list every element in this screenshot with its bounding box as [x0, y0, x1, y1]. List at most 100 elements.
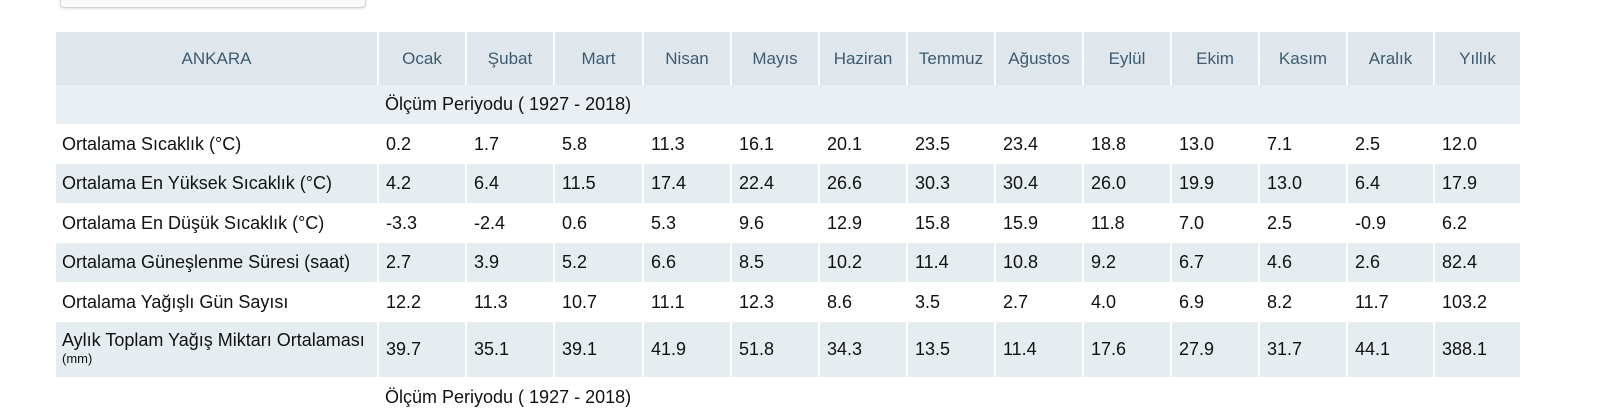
table-row: Ortalama Yağışlı Gün Sayısı 12.2 11.3 10… — [56, 282, 1520, 322]
table-cell: 0.6 — [554, 203, 644, 243]
table-cell: 23.4 — [995, 124, 1084, 164]
table-cell: 10.7 — [554, 282, 644, 322]
table-cell: 11.4 — [907, 243, 996, 282]
table-cell: 6.7 — [1171, 243, 1260, 282]
table-cell: 8.2 — [1259, 282, 1348, 322]
table-cell: 12.9 — [819, 203, 908, 243]
table-cell: 17.4 — [643, 164, 732, 203]
table-cell: 15.9 — [995, 203, 1084, 243]
table-cell: 26.0 — [1083, 164, 1172, 203]
month-header: Mayıs — [731, 32, 820, 85]
table-cell: 31.7 — [1259, 322, 1348, 377]
period-row-spacer — [56, 377, 378, 417]
period-row: Ölçüm Periyodu ( 1927 - 2018) — [56, 377, 1520, 417]
table-cell: 20.1 — [819, 124, 908, 164]
table-cell: 3.5 — [907, 282, 996, 322]
table-cell: 39.7 — [378, 322, 467, 377]
period-label: Ölçüm Periyodu ( 1927 - 2018) — [378, 85, 1520, 124]
table-cell: 0.2 — [378, 124, 467, 164]
table-cell: 3.9 — [466, 243, 555, 282]
annual-header: Yıllık — [1434, 32, 1520, 85]
table-cell: 26.6 — [819, 164, 908, 203]
table-cell: 4.2 — [378, 164, 467, 203]
table-cell: -3.3 — [378, 203, 467, 243]
table-cell: 11.8 — [1083, 203, 1172, 243]
table-cell: 41.9 — [643, 322, 732, 377]
month-header: Aralık — [1347, 32, 1435, 85]
top-dropdown-edge[interactable] — [60, 0, 366, 8]
table-cell: 2.6 — [1347, 243, 1435, 282]
table-cell: 51.8 — [731, 322, 820, 377]
table-cell: 2.5 — [1347, 124, 1435, 164]
period-row: Ölçüm Periyodu ( 1927 - 2018) — [56, 85, 1520, 124]
table-cell: 44.1 — [1347, 322, 1435, 377]
table-row: Ortalama En Düşük Sıcaklık (°C) -3.3 -2.… — [56, 203, 1520, 243]
table-cell: 10.2 — [819, 243, 908, 282]
table-cell: 10.8 — [995, 243, 1084, 282]
table-cell: -2.4 — [466, 203, 555, 243]
unit-label: (mm) — [62, 351, 93, 366]
station-header: ANKARA — [56, 32, 379, 85]
table-row: Ortalama En Yüksek Sıcaklık (°C) 4.2 6.4… — [56, 164, 1520, 203]
table-cell: 16.1 — [731, 124, 820, 164]
month-header: Nisan — [643, 32, 732, 85]
row-label: Ortalama Yağışlı Gün Sayısı — [56, 282, 379, 322]
table-cell: 11.7 — [1347, 282, 1435, 322]
month-header: Temmuz — [907, 32, 996, 85]
table-cell: 103.2 — [1434, 282, 1520, 322]
table-cell: 1.7 — [466, 124, 555, 164]
table-cell: 13.0 — [1171, 124, 1260, 164]
table-cell: 13.5 — [907, 322, 996, 377]
row-label: Ortalama En Düşük Sıcaklık (°C) — [56, 203, 379, 243]
table-cell: 9.2 — [1083, 243, 1172, 282]
table-cell: 18.8 — [1083, 124, 1172, 164]
table-cell: 23.5 — [907, 124, 996, 164]
table-cell: 7.0 — [1171, 203, 1260, 243]
table-cell: 7.1 — [1259, 124, 1348, 164]
table-cell: 13.0 — [1259, 164, 1348, 203]
table-cell: 2.5 — [1259, 203, 1348, 243]
month-header: Mart — [554, 32, 644, 85]
month-header: Ağustos — [995, 32, 1084, 85]
table-cell: 22.4 — [731, 164, 820, 203]
table-cell: 11.1 — [643, 282, 732, 322]
table-cell: 12.0 — [1434, 124, 1520, 164]
month-header: Eylül — [1083, 32, 1172, 85]
climate-table: ANKARA Ocak Şubat Mart Nisan Mayıs Hazir… — [56, 32, 1520, 417]
table-cell: 11.4 — [995, 322, 1084, 377]
month-header: Ekim — [1171, 32, 1260, 85]
table-header-row: ANKARA Ocak Şubat Mart Nisan Mayıs Hazir… — [56, 32, 1520, 85]
row-label: Ortalama Güneşlenme Süresi (saat) — [56, 243, 379, 282]
table-cell: 5.2 — [554, 243, 644, 282]
table-cell: 2.7 — [995, 282, 1084, 322]
month-header: Şubat — [466, 32, 555, 85]
table-cell: 5.8 — [554, 124, 644, 164]
table-cell: 34.3 — [819, 322, 908, 377]
table-cell: -0.9 — [1347, 203, 1435, 243]
row-label-text: Aylık Toplam Yağış Miktarı Ortalaması — [62, 330, 365, 350]
table-cell: 30.3 — [907, 164, 996, 203]
row-label: Ortalama En Yüksek Sıcaklık (°C) — [56, 164, 379, 203]
row-label: Ortalama Sıcaklık (°C) — [56, 124, 379, 164]
table-cell: 35.1 — [466, 322, 555, 377]
month-header: Kasım — [1259, 32, 1348, 85]
table-cell: 39.1 — [554, 322, 644, 377]
table-cell: 11.3 — [466, 282, 555, 322]
table-cell: 388.1 — [1434, 322, 1520, 377]
period-row-spacer — [56, 85, 378, 124]
table-cell: 17.9 — [1434, 164, 1520, 203]
row-label: Aylık Toplam Yağış Miktarı Ortalaması (m… — [56, 322, 379, 377]
table-row: Ortalama Güneşlenme Süresi (saat) 2.7 3.… — [56, 243, 1520, 282]
table-cell: 6.9 — [1171, 282, 1260, 322]
table-cell: 2.7 — [378, 243, 467, 282]
table-cell: 17.6 — [1083, 322, 1172, 377]
table-cell: 6.2 — [1434, 203, 1520, 243]
table-cell: 82.4 — [1434, 243, 1520, 282]
table-cell: 15.8 — [907, 203, 996, 243]
table-cell: 6.4 — [466, 164, 555, 203]
table-cell: 27.9 — [1171, 322, 1260, 377]
table-cell: 5.3 — [643, 203, 732, 243]
table-row: Aylık Toplam Yağış Miktarı Ortalaması (m… — [56, 322, 1520, 377]
table-row: Ortalama Sıcaklık (°C) 0.2 1.7 5.8 11.3 … — [56, 124, 1520, 164]
table-cell: 12.2 — [378, 282, 467, 322]
